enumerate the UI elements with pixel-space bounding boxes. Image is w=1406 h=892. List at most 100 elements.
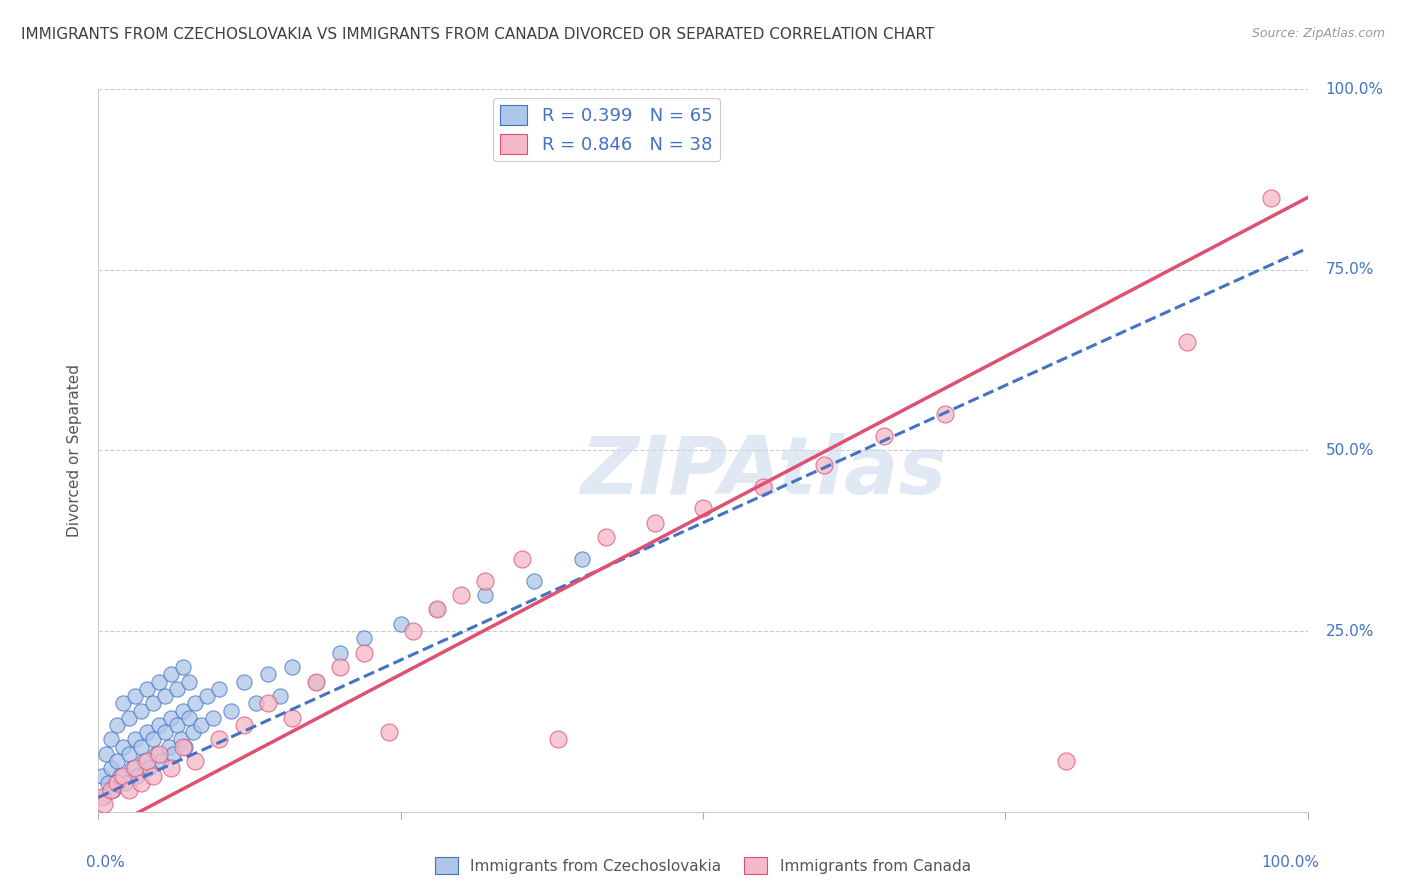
Legend: R = 0.399   N = 65, R = 0.846   N = 38: R = 0.399 N = 65, R = 0.846 N = 38 (494, 98, 720, 161)
Point (305, 674, 328, 689)
Text: 100.0%: 100.0% (1261, 855, 1320, 870)
Text: 75.0%: 75.0% (1326, 262, 1374, 277)
Point (118, 747, 141, 761)
Point (813, 458, 835, 472)
Point (124, 761, 146, 775)
Point (402, 624, 425, 639)
Text: 100.0%: 100.0% (1326, 82, 1384, 96)
Point (873, 429, 896, 443)
Point (174, 739, 197, 754)
Point (111, 769, 134, 783)
Point (329, 660, 352, 674)
Point (232, 718, 254, 732)
Point (208, 732, 231, 747)
Point (153, 725, 176, 739)
Point (129, 704, 152, 718)
Point (142, 696, 165, 710)
Point (135, 754, 157, 768)
Point (1260, 191, 1282, 205)
Point (281, 660, 304, 674)
Point (91, 790, 114, 805)
Point (329, 646, 352, 660)
Point (202, 711, 225, 725)
Point (166, 681, 188, 696)
Point (135, 725, 157, 739)
Point (127, 769, 149, 783)
Point (105, 718, 128, 732)
Point (1054, 754, 1077, 768)
Point (172, 704, 194, 718)
Point (160, 667, 183, 681)
Text: IMMIGRANTS FROM CZECHOSLOVAKIA VS IMMIGRANTS FROM CANADA DIVORCED OR SEPARATED C: IMMIGRANTS FROM CZECHOSLOVAKIA VS IMMIGR… (21, 27, 935, 42)
Point (114, 776, 136, 790)
Point (169, 732, 191, 747)
Point (692, 501, 714, 516)
Point (118, 783, 141, 797)
Point (148, 747, 170, 761)
Point (93, 790, 115, 805)
Point (100, 783, 122, 797)
Point (118, 711, 141, 725)
Point (142, 732, 165, 747)
Point (426, 602, 449, 616)
Point (474, 574, 496, 588)
Point (353, 646, 375, 660)
Point (94, 747, 117, 761)
Point (93, 797, 115, 812)
Point (256, 696, 278, 710)
Point (111, 696, 134, 710)
Y-axis label: Divorced or Separated: Divorced or Separated (67, 364, 83, 537)
Point (148, 718, 170, 732)
Point (129, 776, 152, 790)
Point (181, 725, 204, 739)
Point (644, 516, 666, 530)
Point (160, 761, 183, 775)
Point (1175, 334, 1198, 349)
Point (184, 696, 207, 710)
Point (571, 551, 593, 566)
Point (135, 681, 157, 696)
Point (256, 667, 278, 681)
Point (148, 674, 170, 689)
Point (353, 632, 375, 646)
Point (111, 739, 134, 754)
Point (547, 732, 569, 747)
Point (426, 602, 449, 616)
Point (172, 660, 194, 674)
Text: 25.0%: 25.0% (1326, 624, 1374, 639)
Point (305, 674, 328, 689)
Point (153, 689, 176, 703)
Text: ZIPAtlas: ZIPAtlas (581, 434, 946, 511)
Point (134, 754, 156, 768)
Point (190, 718, 212, 732)
Point (595, 530, 617, 544)
Point (232, 674, 254, 689)
Point (752, 480, 775, 494)
Point (150, 754, 173, 768)
Point (162, 747, 184, 761)
Text: Source: ZipAtlas.com: Source: ZipAtlas.com (1251, 27, 1385, 40)
Point (160, 711, 183, 725)
Point (145, 747, 167, 761)
Point (138, 761, 160, 775)
Point (510, 551, 533, 566)
Point (523, 574, 546, 588)
Point (124, 689, 146, 703)
Point (124, 732, 146, 747)
Point (97, 776, 120, 790)
Point (474, 588, 496, 602)
Point (269, 689, 291, 703)
Point (100, 732, 122, 747)
Legend: Immigrants from Czechoslovakia, Immigrants from Canada: Immigrants from Czechoslovakia, Immigran… (429, 851, 977, 880)
Point (129, 739, 152, 754)
Point (100, 761, 122, 775)
Point (105, 776, 128, 790)
Point (121, 761, 143, 775)
Point (105, 754, 128, 768)
Point (208, 681, 231, 696)
Point (221, 704, 243, 718)
Point (142, 769, 165, 783)
Point (179, 674, 201, 689)
Point (934, 407, 956, 421)
Point (450, 588, 472, 602)
